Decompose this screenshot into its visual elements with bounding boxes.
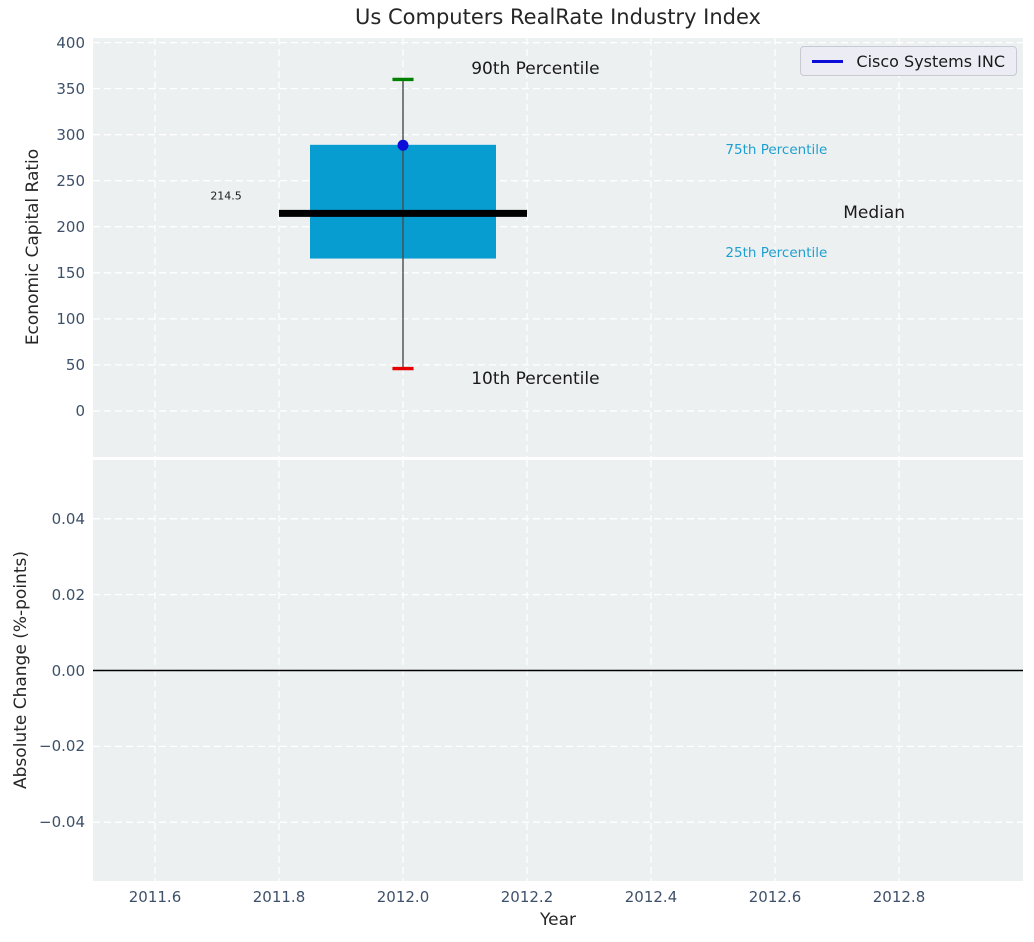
y-tick-label: −0.04 <box>39 813 85 832</box>
y-tick-label: 0.00 <box>51 661 85 680</box>
y-tick-label: 250 <box>56 171 85 190</box>
bottom-panel-plot-area <box>93 460 1023 881</box>
company-point <box>397 139 409 151</box>
x-tick-label: 2012.2 <box>500 888 554 906</box>
y-tick-label: 350 <box>56 79 85 98</box>
annotation-median-value: 214.5 <box>210 189 242 203</box>
x-tick-label: 2012.4 <box>624 888 678 906</box>
y-tick-label: 0 <box>75 401 85 420</box>
y-tick-label: 100 <box>56 309 85 328</box>
y-tick-label: 400 <box>56 33 85 52</box>
y-tick-label: 200 <box>56 217 85 236</box>
y-tick-label: 0.02 <box>51 585 85 604</box>
annotation-p75: 75th Percentile <box>725 142 828 159</box>
y-tick-label: 150 <box>56 263 85 282</box>
x-tick-label: 2012.6 <box>748 888 802 906</box>
x-tick-label: 2011.6 <box>128 888 182 906</box>
legend-line-swatch <box>812 59 844 63</box>
x-tick-label: 2011.8 <box>252 888 306 906</box>
y-tick-label: 50 <box>65 355 85 374</box>
top-panel-plot-area <box>93 38 1023 457</box>
annotation-median: Median <box>843 202 906 223</box>
bottom-panel-canvas <box>93 460 1023 881</box>
y-tick-label: 0.04 <box>51 509 85 528</box>
legend: Cisco Systems INC <box>800 46 1017 76</box>
chart-title: Us Computers RealRate Industry Index <box>355 5 761 29</box>
annotation-p25: 25th Percentile <box>725 245 828 262</box>
top-panel-canvas <box>93 38 1023 457</box>
legend-label: Cisco Systems INC <box>856 51 1005 71</box>
x-tick-label: 2012.0 <box>376 888 430 906</box>
x-tick-label: 2012.8 <box>872 888 926 906</box>
annotation-p10: 10th Percentile <box>471 368 600 389</box>
y-tick-label: −0.02 <box>39 737 85 756</box>
annotation-p90: 90th Percentile <box>471 59 600 80</box>
y-tick-label: 300 <box>56 125 85 144</box>
x-axis-label: Year <box>540 910 576 930</box>
